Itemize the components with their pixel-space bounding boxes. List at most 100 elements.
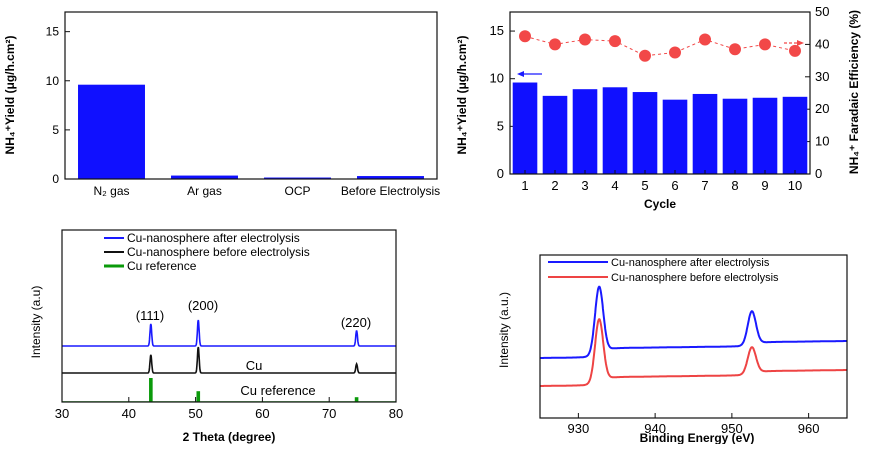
xrd-reference-stick-2 — [354, 397, 359, 402]
panel-b-bar-2 — [572, 89, 598, 174]
panel-a-bar-3 — [357, 176, 424, 179]
right-axis-arrow-icon — [784, 40, 804, 46]
panel-b-bars — [512, 82, 808, 174]
panel-d-xtick-label-0: 930 — [568, 421, 590, 436]
panel-a-xlabels: N₂ gas Ar gas OCP Before Electrolysis — [93, 184, 440, 198]
panel-b-y2tick-label-3: 30 — [815, 69, 829, 84]
panel-c-xlabel: 2 Theta (degree) — [183, 430, 276, 444]
panel-b-xtick-label-0: 1 — [521, 178, 528, 193]
panel-a-ytick-label-3: 15 — [46, 25, 60, 39]
panel-d-xtick-label-1: 940 — [644, 421, 666, 436]
panel-a-xtick-label-3: Before Electrolysis — [341, 184, 440, 198]
panel-d: Intensity (a.u.) Cu-nanosphere after ele… — [497, 254, 848, 445]
panel-b-xtick-label-2: 3 — [581, 178, 588, 193]
panel-a: NH₄⁺Yield (μg/h.cm²) 0 5 10 15 N₂ gas Ar gas… — [3, 11, 440, 198]
panel-b-xtick-label-9: 10 — [788, 178, 802, 193]
panel-b-fe-point-3 — [609, 35, 621, 48]
panel-a-ytick-label-0: 0 — [52, 172, 59, 186]
panel-b-fe-point-6 — [699, 33, 711, 46]
xps-before-curve — [540, 318, 847, 387]
panel-b-bar-5 — [662, 99, 688, 174]
panel-a-xtick-label-1: Ar gas — [187, 184, 222, 198]
legend-after: Cu-nanosphere after electrolysis — [127, 231, 300, 245]
panel-b-ytick-label-1: 5 — [497, 118, 504, 133]
xrd-after-curve — [62, 319, 396, 347]
panel-b-fe-point-5 — [669, 46, 681, 59]
panel-d-ylabel: Intensity (a.u.) — [497, 292, 511, 368]
panel-b-xtick-label-6: 7 — [701, 178, 708, 193]
xps-after-curve — [540, 285, 847, 359]
panel-d-frame — [539, 254, 848, 419]
panel-a-frame — [64, 11, 438, 180]
panel-c-xtick-label-5: 80 — [389, 406, 403, 421]
panel-c-legend: Cu-nanosphere after electrolysis Cu-nano… — [104, 231, 310, 273]
left-axis-arrow-icon — [517, 71, 542, 77]
panel-a-xtick-label-0: N₂ gas — [93, 184, 129, 198]
panel-c-ylabel: Intensity (a.u) — [29, 286, 43, 359]
panel-b-bar-4 — [632, 92, 658, 174]
panel-a-bars — [78, 84, 424, 179]
panel-b-bar-1 — [542, 95, 568, 174]
panel-d-legend: Cu-nanosphere after electrolysis Cu-nano… — [548, 257, 779, 284]
panel-d-xtick-label-2: 950 — [721, 421, 743, 436]
xrd-reference-stick-0 — [149, 378, 153, 402]
panel-b-bar-9 — [782, 96, 808, 174]
panel-b-xtick-label-7: 8 — [731, 178, 738, 193]
panel-b-ytick-label-0: 0 — [497, 166, 504, 181]
panel-b-y2tick-label-0: 0 — [815, 166, 822, 181]
panel-b-xlabels: 1 2 3 4 5 6 7 8 9 10 — [521, 170, 802, 193]
panel-b-bar-7 — [722, 98, 748, 174]
panel-b-y2tick-label-2: 20 — [815, 101, 829, 116]
panel-a-bar-2 — [264, 177, 331, 179]
panel-a-yticks: 0 5 10 15 — [46, 25, 70, 186]
panel-a-bar-0 — [78, 84, 145, 179]
panel-b-xtick-label-3: 4 — [611, 178, 618, 193]
panel-b-fe-point-2 — [579, 33, 591, 46]
panel-c-xtick-label-4: 70 — [322, 406, 336, 421]
curve-label-cu: Cu — [246, 358, 263, 373]
panel-b-fe-point-8 — [759, 38, 771, 51]
panel-b-fe-point-7 — [729, 43, 741, 56]
panel-d-xticks: 930 940 950 960 — [568, 413, 819, 436]
legend-reference: Cu reference — [127, 259, 197, 273]
panel-b-fe-series — [519, 30, 801, 62]
panel-a-ytick-label-2: 10 — [46, 74, 60, 88]
panel-c-frame — [61, 229, 397, 403]
panel-d-xlabel: Binding Energy (eV) — [640, 431, 755, 444]
curve-label-cu-reference: Cu reference — [240, 383, 315, 398]
panel-b-bar-8 — [752, 97, 778, 174]
legend-xps-before: Cu-nanosphere before electrolysis — [611, 272, 779, 284]
panel-b-fe-point-9 — [789, 44, 801, 57]
legend-before: Cu-nanosphere before electrolysis — [127, 245, 310, 259]
panel-b-xtick-label-1: 2 — [551, 178, 558, 193]
panel-a-bar-1 — [171, 175, 238, 179]
panel-b-ytick-label-2: 10 — [490, 71, 504, 86]
panel-c-xticks: 30 40 50 60 70 80 — [55, 397, 403, 421]
legend-xps-after: Cu-nanosphere after electrolysis — [611, 257, 770, 269]
panel-a-xtick-label-2: OCP — [284, 184, 310, 198]
panel-a-ylabel: NH₄⁺Yield (μg/h.cm²) — [3, 36, 17, 155]
panel-b-fe-point-1 — [549, 38, 561, 51]
panel-b-bar-6 — [692, 93, 718, 174]
panel-b: NH₄⁺Yield (μg/h.cm²) NH₄⁺ Faradaic Effic… — [455, 4, 861, 211]
panel-b-frame — [509, 11, 811, 175]
panel-b-y2tick-label-5: 50 — [815, 4, 829, 19]
panel-b-fe-line — [524, 35, 796, 57]
panel-b-xtick-label-4: 5 — [641, 178, 648, 193]
panel-b-xtick-label-5: 6 — [671, 178, 678, 193]
panel-b-y2tick-label-4: 40 — [815, 36, 829, 51]
panel-b-xtick-label-8: 9 — [761, 178, 768, 193]
xrd-reference-stick-1 — [196, 391, 201, 402]
panel-b-ytick-label-3: 15 — [490, 23, 504, 38]
xrd-before-curve — [62, 346, 396, 374]
panel-b-y2tick-label-1: 10 — [815, 134, 829, 149]
panel-b-fe-point-0 — [519, 30, 531, 43]
panel-c-xtick-label-2: 50 — [188, 406, 202, 421]
panel-c-xtick-label-0: 30 — [55, 406, 69, 421]
panel-b-y2ticks: 0 10 20 30 40 50 — [805, 4, 829, 181]
panel-c: Intensity (a.u) Cu-nanosphere after elec… — [29, 229, 403, 444]
panel-b-ylabel: NH₄⁺Yield (μg/h.cm²) — [455, 36, 469, 155]
panel-b-yticks: 0 5 10 15 — [490, 23, 515, 181]
